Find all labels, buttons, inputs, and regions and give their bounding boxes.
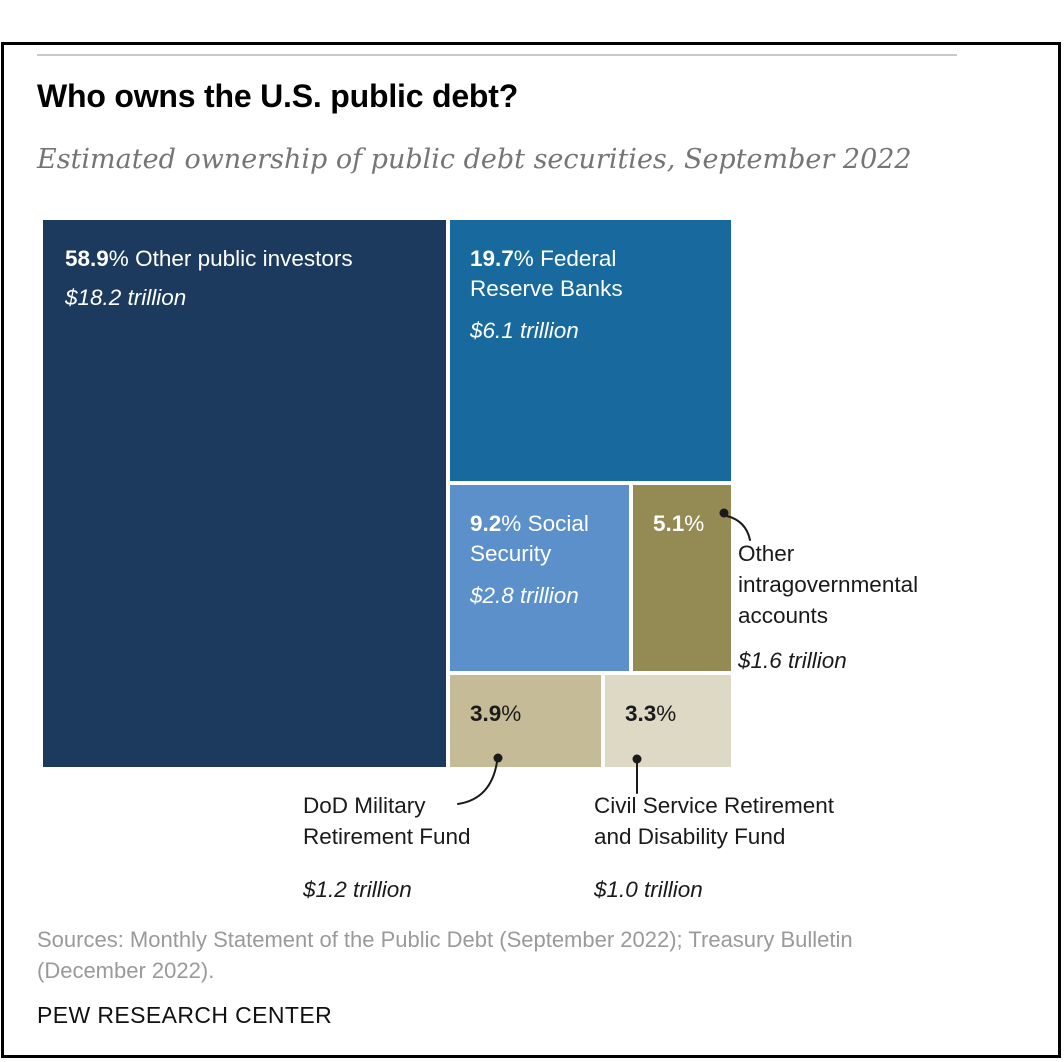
treemap-segment-civil-service-retirement-and-disability-fund: 3.3% <box>605 675 731 767</box>
segment-text: 3.3% <box>625 701 677 726</box>
callout-other-intragovernmental-accounts: Other intragovernmental accounts $1.6 tr… <box>738 538 956 676</box>
treemap: 58.9% Other public investors $18.2 trill… <box>43 220 731 767</box>
callout-dod-military-retirement-fund: DoD Military Retirement Fund $1.2 trilli… <box>303 790 478 905</box>
callout-value: $1.2 trillion <box>303 877 412 902</box>
treemap-segment-other-intragovernmental-accounts: 5.1% <box>633 485 731 671</box>
chart-title: Who owns the U.S. public debt? <box>37 78 519 114</box>
callout-label: Other intragovernmental accounts <box>738 541 919 628</box>
source-note: Sources: Monthly Statement of the Public… <box>37 927 853 983</box>
segment-label: Federal Reserve Banks <box>470 246 623 301</box>
pew-research-center-wordmark: PEW RESEARCH CENTER <box>37 1002 333 1028</box>
chart-subtitle: Estimated ownership of public debt secur… <box>37 144 912 175</box>
segment-text: 58.9% Other public investors <box>65 246 353 271</box>
treemap-segment-federal-reserve-banks: 19.7% Federal Reserve Banks $6.1 trillio… <box>450 220 731 481</box>
segment-percent: 19.7 <box>470 246 514 271</box>
treemap-segment-dod-military-retirement-fund: 3.9% <box>450 675 601 767</box>
segment-percent: 5.1 <box>653 511 685 536</box>
callout-value: $1.6 trillion <box>738 648 847 673</box>
callout-civil-service-retirement-and-disability-fund: Civil Service Retirement and Disability … <box>594 790 856 905</box>
callout-label: DoD Military Retirement Fund <box>303 793 471 849</box>
segment-percent: 9.2 <box>470 511 502 536</box>
segment-value: $18.2 trillion <box>65 285 187 310</box>
segment-label: Social Security <box>470 511 589 566</box>
segment-label: Other public investors <box>135 246 353 271</box>
segment-text: 5.1% <box>653 511 705 536</box>
callout-label: Civil Service Retirement and Disability … <box>594 793 835 849</box>
treemap-segment-other-public-investors: 58.9% Other public investors $18.2 trill… <box>43 220 446 767</box>
segment-percent: 58.9 <box>65 246 109 271</box>
segment-percent: 3.9 <box>470 701 502 726</box>
treemap-segment-social-security: 9.2% Social Security $2.8 trillion <box>450 485 629 671</box>
segment-text: 9.2% Social Security <box>470 511 589 566</box>
top-divider <box>37 54 957 56</box>
segment-value: $2.8 trillion <box>470 583 579 608</box>
segment-value: $6.1 trillion <box>470 318 579 343</box>
segment-text: 3.9% <box>470 701 522 726</box>
segment-percent: 3.3 <box>625 701 657 726</box>
callout-value: $1.0 trillion <box>594 877 703 902</box>
segment-text: 19.7% Federal Reserve Banks <box>470 246 623 301</box>
